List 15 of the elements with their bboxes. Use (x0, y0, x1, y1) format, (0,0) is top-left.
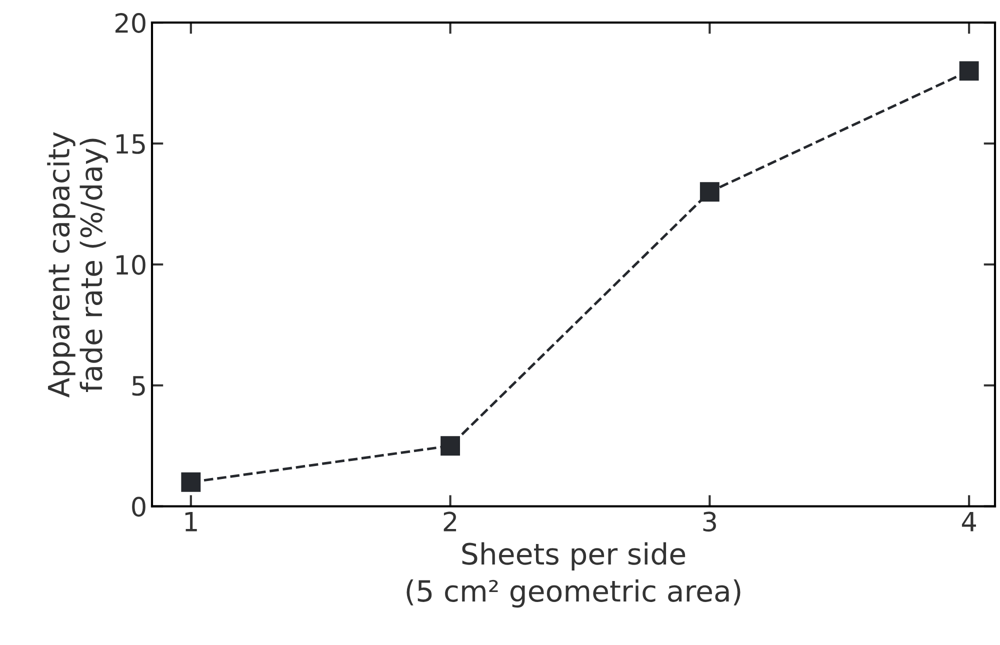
x-tick-label: 3 (703, 512, 716, 532)
y-tick-label: 20 (115, 13, 146, 33)
y-tick-label: 0 (132, 496, 146, 517)
y-axis-title: Apparent capacity fade rate (%/day) (47, 132, 108, 398)
point (700, 182, 720, 202)
y-tick-label: 15 (116, 134, 145, 154)
y-tick-label: 10 (116, 254, 146, 275)
x-tick-label: 4 (962, 512, 976, 532)
x-tick-label: 1 (185, 512, 197, 532)
x-tick-label: 2 (444, 512, 456, 532)
y-tick-label: 5 (132, 376, 145, 396)
point (440, 436, 460, 456)
x-axis-title: Sheets per side (5 cm² geometric area) (406, 542, 740, 608)
point (959, 61, 979, 81)
point (181, 472, 201, 492)
